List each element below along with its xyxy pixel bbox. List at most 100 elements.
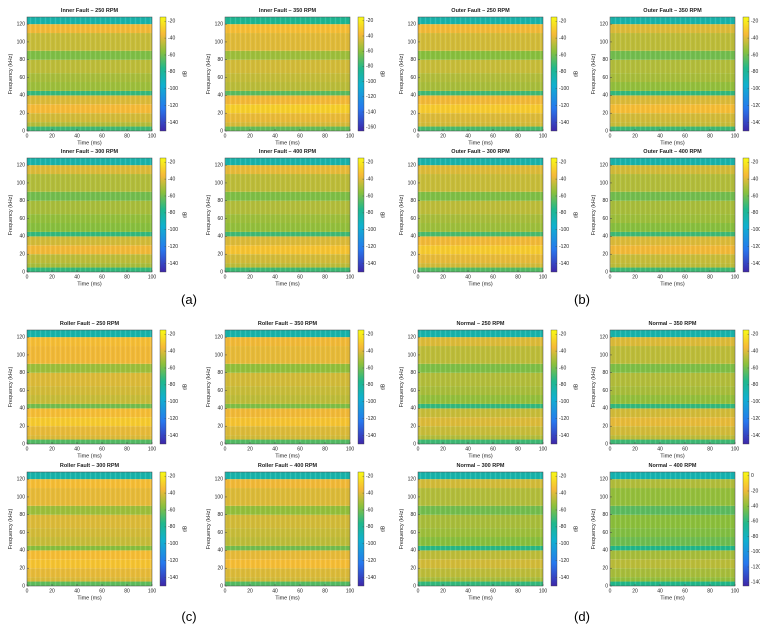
colorbar-label: dB	[573, 211, 579, 218]
colorbar-tick-label: -20	[366, 474, 373, 480]
y-tick-label: 100	[215, 39, 224, 45]
x-axis-label: Time (ms)	[77, 281, 102, 287]
y-axis-label: Frequency (kHz)	[591, 367, 597, 408]
colorbar-tick-label: -120	[559, 558, 569, 564]
y-tick-label: 40	[19, 406, 25, 412]
panel-label: (b)	[574, 292, 590, 307]
x-axis-label: Time (ms)	[660, 453, 685, 459]
y-tick-label: 100	[215, 494, 224, 500]
x-axis-label: Time (ms)	[468, 595, 493, 601]
colorbar-tick-label: -100	[751, 399, 760, 405]
y-tick-label: 120	[17, 162, 26, 168]
x-tick-label: 20	[247, 133, 253, 139]
x-tick-label: 20	[247, 274, 253, 280]
plot-frame	[224, 157, 351, 273]
colorbar-label: dB	[182, 383, 188, 390]
x-tick-label: 0	[224, 133, 227, 139]
y-tick-label: 60	[19, 216, 25, 222]
colorbar-tick-label: -20	[168, 332, 175, 338]
plot-frame	[224, 16, 351, 132]
colorbar-tick-label: -60	[168, 507, 175, 513]
plot-frame	[417, 16, 544, 132]
colorbar-tick-label: -80	[559, 69, 566, 75]
x-tick-label: 40	[465, 274, 471, 280]
colorbar	[159, 471, 167, 587]
colorbar-label: dB	[182, 211, 188, 218]
x-tick-label: 100	[346, 446, 355, 452]
y-tick-label: 40	[19, 234, 25, 240]
colorbar-tick-label: -60	[559, 193, 566, 199]
plot-frame	[26, 471, 153, 587]
y-tick-label: 120	[215, 21, 224, 27]
x-tick-label: 20	[49, 133, 55, 139]
colorbar-tick-label: -40	[559, 490, 566, 496]
colorbar-tick-label: -100	[168, 86, 178, 92]
x-tick-label: 20	[49, 274, 55, 280]
colorbar-tick-label: -20	[559, 332, 566, 338]
y-tick-label: 60	[602, 216, 608, 222]
x-tick-label: 80	[322, 588, 328, 594]
x-tick-label: 80	[707, 446, 713, 452]
colorbar-tick-label: -20	[168, 19, 175, 25]
x-tick-label: 60	[682, 446, 688, 452]
panel-title: Roller Fault – 400 RPM	[258, 463, 318, 469]
x-axis-label: Time (ms)	[468, 453, 493, 459]
y-tick-label: 80	[217, 512, 223, 518]
colorbar	[357, 16, 365, 132]
colorbar	[550, 157, 558, 273]
x-tick-label: 20	[632, 274, 638, 280]
x-tick-label: 0	[224, 274, 227, 280]
plot-frame	[417, 329, 544, 445]
x-tick-label: 80	[322, 274, 328, 280]
plot-frame	[609, 157, 736, 273]
plot-frame	[224, 329, 351, 445]
y-tick-label: 0	[220, 128, 223, 134]
y-tick-label: 80	[602, 198, 608, 204]
y-tick-label: 20	[410, 111, 416, 117]
plot-frame	[26, 157, 153, 273]
y-tick-label: 100	[408, 39, 417, 45]
colorbar-tick-label: -80	[751, 69, 758, 75]
colorbar-tick-label: -120	[559, 244, 569, 250]
colorbar-tick-label: -60	[559, 365, 566, 371]
x-tick-label: 0	[609, 133, 612, 139]
y-tick-label: 100	[408, 494, 417, 500]
x-tick-label: 100	[148, 588, 157, 594]
x-tick-label: 0	[26, 274, 29, 280]
colorbar-label: dB	[573, 383, 579, 390]
y-tick-label: 0	[220, 583, 223, 589]
colorbar-label: dB	[380, 70, 386, 77]
colorbar-tick-label: -80	[559, 210, 566, 216]
plot-frame	[224, 471, 351, 587]
y-tick-label: 0	[22, 128, 25, 134]
texture	[610, 330, 735, 444]
y-tick-label: 20	[217, 111, 223, 117]
texture	[27, 17, 152, 131]
panel-label: (a)	[181, 292, 197, 307]
x-tick-label: 100	[148, 274, 157, 280]
y-tick-label: 80	[602, 512, 608, 518]
colorbar-tick-label: 0	[751, 473, 754, 479]
colorbar	[742, 471, 750, 587]
plot-frame	[609, 16, 736, 132]
colorbar	[550, 471, 558, 587]
y-tick-label: 40	[410, 234, 416, 240]
x-tick-label: 40	[74, 588, 80, 594]
x-tick-label: 40	[657, 446, 663, 452]
colorbar-tick-label: -120	[168, 558, 178, 564]
colorbar-tick-label: -120	[751, 244, 760, 250]
colorbar-tick-label: -20	[751, 19, 758, 25]
y-tick-label: 20	[602, 566, 608, 572]
x-axis-label: Time (ms)	[275, 140, 300, 146]
colorbar-tick-label: -60	[366, 507, 373, 513]
colorbar	[357, 329, 365, 445]
colorbar-tick-label: -40	[366, 176, 373, 182]
x-tick-label: 40	[657, 133, 663, 139]
y-tick-label: 40	[602, 406, 608, 412]
y-tick-label: 120	[600, 476, 609, 482]
x-tick-label: 100	[539, 446, 548, 452]
colorbar-label: dB	[380, 211, 386, 218]
colorbar	[357, 471, 365, 587]
y-axis-label: Frequency (kHz)	[206, 367, 212, 408]
x-tick-label: 60	[682, 274, 688, 280]
